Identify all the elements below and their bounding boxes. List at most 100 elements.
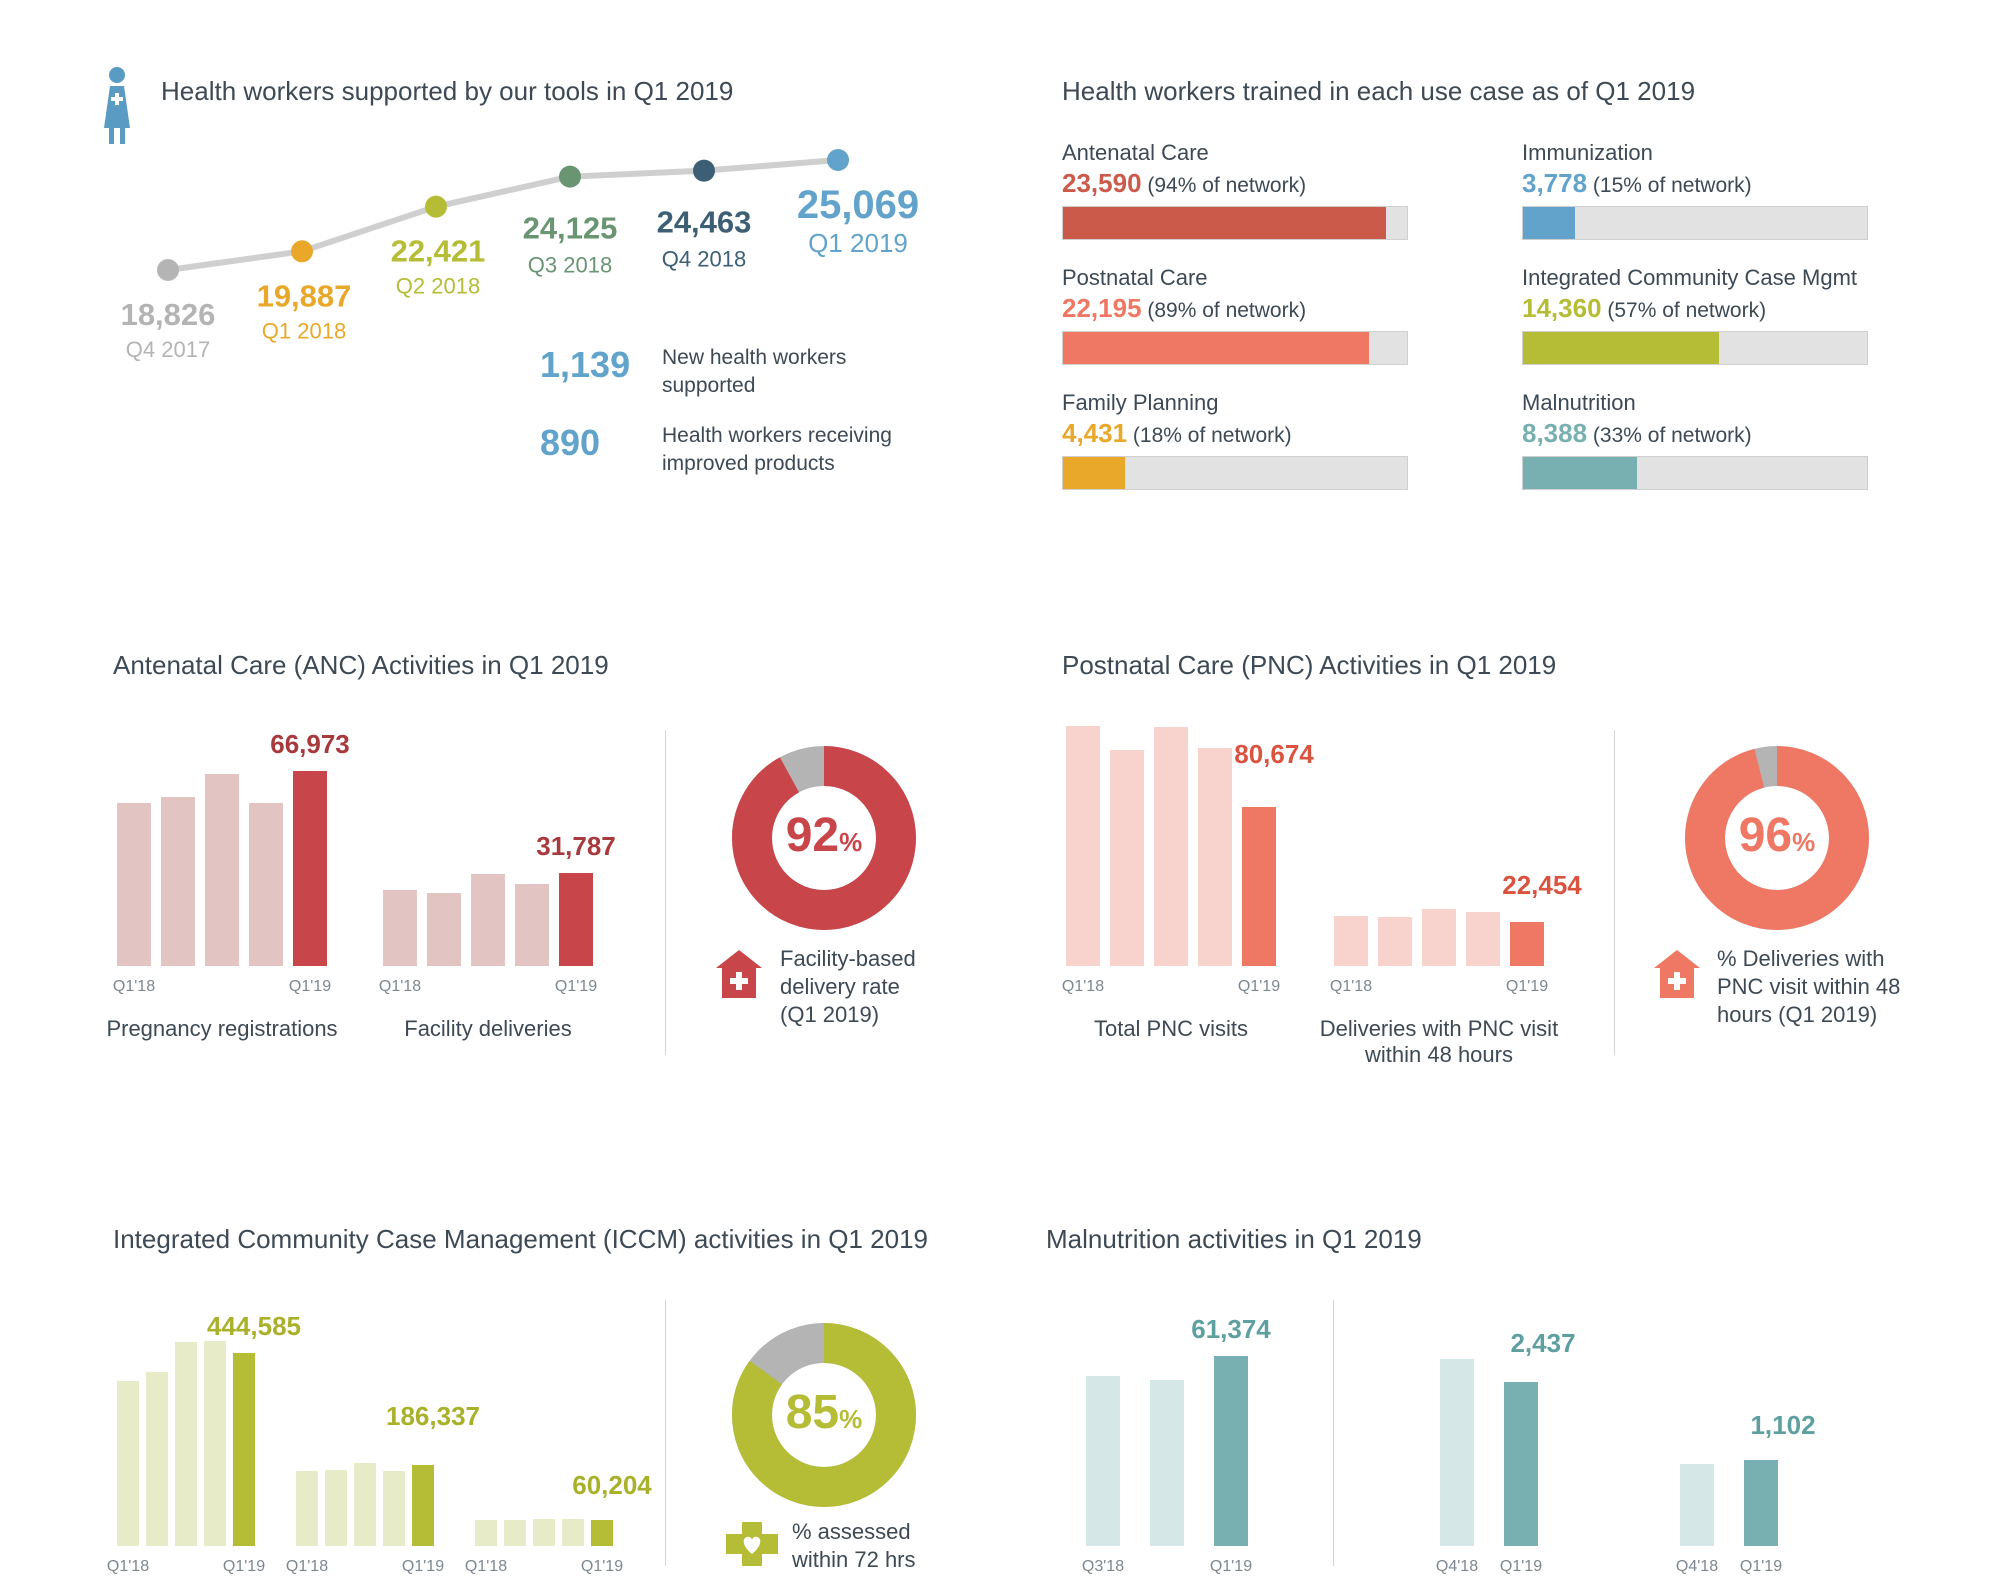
chart-tick-label: Q1'18 xyxy=(464,1558,508,1575)
workers-value-label: 18,826 xyxy=(121,297,216,332)
clinic-house-icon xyxy=(1652,948,1702,1000)
chart-bar xyxy=(471,874,505,966)
chart-bar xyxy=(383,1470,405,1546)
training-bar-track xyxy=(1522,456,1868,490)
workers-point xyxy=(157,259,179,281)
workers-quarter-label: Q4 2017 xyxy=(126,337,210,362)
chart-bar xyxy=(559,873,593,966)
training-item-name: Postnatal Care xyxy=(1062,265,1208,290)
chart-value-label: 2,437 xyxy=(1510,1328,1576,1359)
malnutrition-title: Malnutrition activities in Q1 2019 xyxy=(1046,1224,1422,1254)
chart-bar xyxy=(383,890,417,966)
clinic-house-icon xyxy=(714,948,764,1000)
chart-bar xyxy=(1744,1460,1778,1546)
chart-bar xyxy=(504,1519,526,1546)
chart-tick-label: Q1'19 xyxy=(554,978,598,995)
donut-value-arc xyxy=(1685,746,1869,930)
anc-donut-caption: Facility-based delivery rate (Q1 2019) xyxy=(780,946,916,1027)
training-bar-fill xyxy=(1523,457,1637,489)
chart-bar xyxy=(1378,917,1412,966)
chart-bar xyxy=(249,802,283,966)
anc-divider xyxy=(665,730,666,1055)
training-bar-track xyxy=(1062,456,1408,490)
donut-value-arc xyxy=(732,746,916,930)
workers-quarter-label: Q4 2018 xyxy=(662,247,746,272)
chart-tick-label: Q1'19 xyxy=(222,1558,266,1575)
donut-percent-label: 85% xyxy=(744,1385,904,1440)
donut-unit: % xyxy=(839,827,863,857)
chart-bar xyxy=(146,1372,168,1546)
chart-bar xyxy=(1440,1358,1474,1546)
workers-quarter-label: Q1 2018 xyxy=(262,318,346,343)
chart-tick-label: Q1'19 xyxy=(580,1558,624,1575)
training-item-name: Antenatal Care xyxy=(1062,140,1209,165)
chart-value-label: 80,674 xyxy=(1234,738,1314,769)
chart-tick-label: Q1'19 xyxy=(401,1558,445,1575)
chart-bar xyxy=(161,797,195,966)
chart-value-label: 1,102 xyxy=(1750,1410,1816,1441)
chart-tick-label: Q4'18 xyxy=(1435,1558,1479,1575)
pnc-title: Postnatal Care (PNC) Activities in Q1 20… xyxy=(1062,650,1557,680)
workers-point xyxy=(827,149,849,171)
workers-point xyxy=(693,159,715,182)
chart-bar xyxy=(562,1519,584,1546)
workers-value-label: 22,421 xyxy=(391,234,486,269)
chart-bar xyxy=(117,802,151,966)
donut-value: 85 xyxy=(785,1386,840,1439)
training-item-value: 3,778 (15% of network) xyxy=(1522,168,1752,198)
training-bar-fill xyxy=(1063,457,1125,489)
training-bar-fill xyxy=(1063,207,1387,239)
training-bar-track xyxy=(1522,206,1868,240)
donut-unit: % xyxy=(1792,827,1816,857)
workers-value-label: 24,463 xyxy=(657,205,752,240)
chart-tick-label: Q1'18 xyxy=(106,1558,150,1575)
chart-bar xyxy=(1086,1375,1120,1546)
training-item-value: 22,195 (89% of network) xyxy=(1062,293,1307,323)
workers-quarter-label: Q1 2019 xyxy=(808,228,908,258)
workers-title: Health workers supported by our tools in… xyxy=(161,76,734,106)
chart-tick-label: Q1'19 xyxy=(288,978,332,995)
chart-tick-label: Q1'18 xyxy=(285,1558,329,1575)
kpi-improved-text: Health workers receiving improved produc… xyxy=(662,424,892,475)
chart-bar xyxy=(1510,921,1544,966)
chart-bar xyxy=(354,1463,376,1546)
chart-bar xyxy=(1110,749,1144,966)
chart-tick-label: Q4'18 xyxy=(1675,1558,1719,1575)
donut-unit: % xyxy=(839,1404,863,1434)
chart-bar xyxy=(325,1469,347,1546)
iccm-divider xyxy=(665,1300,666,1566)
kpi-improved-value: 890 xyxy=(540,422,601,463)
donut-percent-label: 92% xyxy=(744,808,904,863)
donut-value: 92 xyxy=(785,809,840,862)
workers-point xyxy=(291,240,313,263)
donut-chart xyxy=(732,746,916,930)
chart-bar xyxy=(412,1465,434,1546)
pnc-donut-caption: % Deliveries with PNC visit within 48 ho… xyxy=(1717,946,1901,1027)
donut-chart xyxy=(732,1323,916,1507)
kpi-new-workers-text: New health workers supported xyxy=(662,346,847,397)
training-bar-track xyxy=(1062,206,1408,240)
iccm-title: Integrated Community Case Management (IC… xyxy=(113,1224,929,1254)
chart-bar xyxy=(1680,1464,1714,1546)
health-worker-icon xyxy=(100,66,134,146)
chart-tick-label: Q1'19 xyxy=(1499,1558,1543,1575)
workers-value-label: 25,069 xyxy=(797,183,919,227)
training-bar-track xyxy=(1062,331,1408,365)
chart-value-label: 444,585 xyxy=(207,1310,301,1341)
health-cross-heart-icon xyxy=(726,1522,778,1566)
chart-bar xyxy=(1422,908,1456,966)
chart-bar xyxy=(296,1470,318,1546)
chart-bar xyxy=(515,884,549,966)
chart-bar xyxy=(427,893,461,966)
donut-percent-label: 96% xyxy=(1697,808,1857,863)
chart-value-label: 31,787 xyxy=(536,831,616,862)
chart-bar xyxy=(591,1519,613,1546)
chart-tick-label: Q1'19 xyxy=(1209,1558,1253,1575)
chart-bar xyxy=(175,1341,197,1546)
chart-bar xyxy=(1154,727,1188,966)
chart-value-label: 60,204 xyxy=(572,1469,652,1500)
training-bar-fill xyxy=(1523,207,1575,239)
mal-divider xyxy=(1333,1300,1334,1566)
chart-tick-label: Q1'19 xyxy=(1739,1558,1783,1575)
chart-value-label: 66,973 xyxy=(270,729,350,759)
